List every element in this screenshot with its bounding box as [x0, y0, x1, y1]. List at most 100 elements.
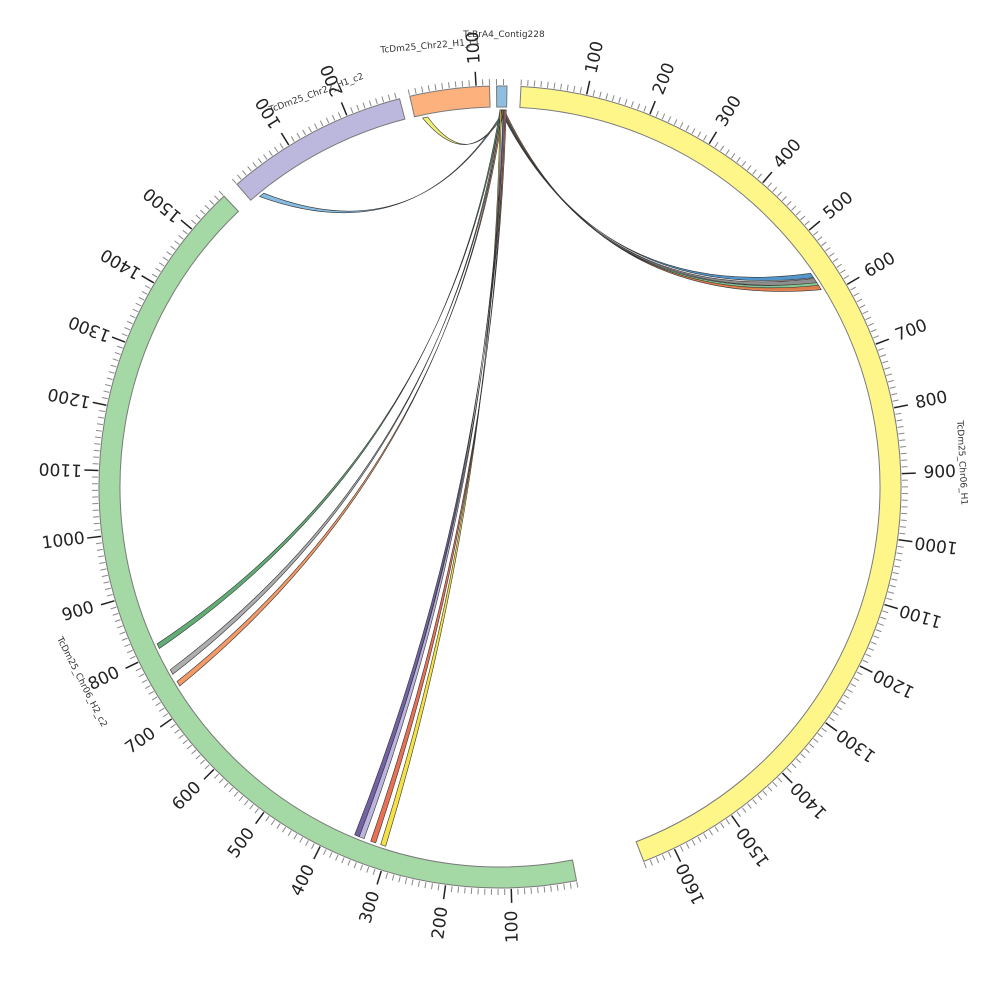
minor-tick: [309, 127, 312, 132]
minor-tick: [570, 883, 571, 889]
minor-tick: [796, 211, 800, 215]
minor-tick: [136, 668, 141, 671]
tick-label: 100: [252, 94, 286, 132]
minor-tick: [336, 855, 338, 860]
minor-tick: [805, 749, 810, 753]
minor-tick: [113, 613, 119, 615]
minor-tick: [686, 125, 689, 130]
minor-tick: [564, 884, 565, 890]
minor-tick: [574, 86, 575, 92]
minor-tick: [94, 444, 100, 445]
minor-tick: [692, 129, 695, 134]
minor-tick: [547, 82, 548, 88]
minor-tick: [600, 92, 601, 98]
minor-tick: [854, 293, 859, 296]
tick-label: 400: [287, 862, 319, 900]
minor-tick: [351, 107, 353, 113]
minor-tick: [442, 83, 443, 89]
major-tick: [87, 536, 101, 538]
minor-tick: [840, 701, 845, 704]
minor-tick: [369, 101, 371, 107]
minor-tick: [98, 417, 104, 418]
minor-tick: [360, 865, 362, 871]
minor-tick: [731, 153, 734, 158]
minor-tick: [890, 387, 896, 388]
minor-tick: [418, 881, 419, 887]
minor-tick: [873, 636, 879, 638]
major-tick: [709, 132, 716, 144]
minor-tick: [130, 656, 135, 659]
minor-tick: [294, 834, 297, 839]
minor-tick: [742, 808, 746, 813]
minor-tick: [219, 191, 223, 195]
minor-tick: [662, 114, 664, 119]
minor-tick: [577, 882, 578, 888]
minor-tick: [619, 97, 621, 103]
major-tick: [809, 221, 820, 230]
minor-tick: [145, 686, 150, 689]
major-tick: [256, 812, 264, 823]
minor-tick: [145, 286, 150, 289]
minor-tick: [656, 111, 658, 117]
minor-tick: [320, 121, 323, 126]
segment-tcdm25-chr22-h1-c1: [410, 86, 490, 117]
minor-tick: [850, 287, 855, 290]
minor-tick: [136, 303, 141, 306]
major-tick: [377, 871, 381, 884]
minor-tick: [465, 887, 466, 893]
minor-tick: [868, 648, 873, 650]
minor-tick: [822, 728, 827, 732]
minor-tick: [303, 130, 306, 135]
minor-tick: [264, 155, 267, 160]
minor-tick: [179, 236, 184, 240]
tick-label: 600: [861, 248, 899, 282]
minor-tick: [825, 247, 830, 251]
minor-tick: [214, 196, 218, 200]
minor-tick: [306, 840, 309, 845]
minor-tick: [250, 804, 254, 809]
minor-tick: [342, 858, 344, 864]
minor-tick: [833, 712, 838, 715]
minor-tick: [438, 884, 439, 890]
minor-tick: [115, 352, 121, 354]
minor-tick: [662, 855, 664, 860]
minor-tick: [152, 697, 157, 700]
minor-tick: [124, 327, 130, 329]
major-tick: [876, 339, 889, 344]
minor-tick: [234, 792, 238, 797]
minor-tick: [458, 887, 459, 893]
tick-label: 1300: [66, 311, 114, 345]
minor-tick: [408, 89, 409, 95]
minor-tick: [105, 588, 111, 590]
minor-tick: [625, 99, 627, 105]
tick-label: 800: [913, 387, 949, 413]
minor-tick: [541, 81, 542, 87]
minor-tick: [282, 827, 285, 832]
minor-tick: [399, 876, 400, 882]
minor-tick: [101, 569, 107, 570]
minor-tick: [156, 703, 161, 706]
minor-tick: [698, 132, 701, 137]
minor-tick: [395, 93, 397, 99]
minor-tick: [291, 136, 294, 141]
minor-tick: [338, 112, 340, 118]
major-tick: [112, 337, 125, 342]
minor-tick: [551, 886, 552, 892]
minor-tick: [884, 367, 890, 369]
minor-tick: [844, 695, 849, 698]
minor-tick: [139, 674, 144, 677]
minor-tick: [133, 309, 138, 312]
minor-tick: [205, 765, 209, 769]
minor-tick: [122, 334, 128, 336]
minor-tick: [117, 346, 123, 348]
minor-tick: [796, 759, 800, 763]
minor-tick: [557, 885, 558, 891]
minor-tick: [778, 192, 782, 196]
minor-tick: [253, 162, 257, 167]
minor-tick: [747, 165, 751, 170]
minor-tick: [191, 220, 196, 224]
minor-tick: [103, 391, 109, 392]
minor-tick: [323, 849, 326, 854]
minor-tick: [801, 216, 805, 220]
minor-tick: [886, 598, 892, 600]
